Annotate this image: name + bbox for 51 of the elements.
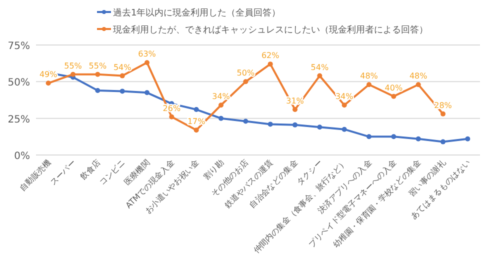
point: [243, 79, 248, 84]
point: [120, 73, 125, 78]
point: [194, 107, 199, 112]
point: [366, 82, 372, 88]
point: [218, 116, 224, 121]
point: [194, 128, 199, 133]
y-tick-label: 50%: [8, 78, 30, 89]
point: [95, 72, 100, 77]
point: [416, 82, 421, 88]
point: [268, 122, 273, 127]
data-label: 17%: [187, 117, 206, 126]
point: [391, 94, 396, 99]
point: [342, 126, 347, 132]
point: [144, 60, 150, 66]
x-tick-label: 飲食店: [78, 158, 102, 182]
legend-label: 過去1年以内に現金利用した（全員回答）: [113, 8, 281, 18]
point: [440, 139, 446, 144]
point: [120, 88, 125, 94]
data-label: 54%: [310, 62, 329, 72]
point: [391, 134, 396, 140]
point: [95, 88, 100, 93]
point: [317, 124, 322, 130]
point: [218, 102, 224, 108]
data-label: 48%: [360, 72, 378, 81]
point: [46, 80, 51, 86]
data-label: 54%: [113, 62, 132, 72]
data-label: 55%: [64, 61, 82, 70]
y-tick-label: 25%: [8, 114, 30, 126]
point: [342, 102, 347, 108]
legend-label: 現金利用したが、できればキャッシュレスにしたい（現金利用者による回答）: [113, 24, 428, 36]
data-label: 63%: [138, 50, 156, 59]
data-label: 62%: [261, 51, 280, 60]
point: [317, 73, 322, 78]
point: [366, 134, 372, 140]
point: [169, 114, 174, 120]
data-label: 55%: [88, 61, 107, 70]
point: [243, 118, 248, 124]
point: [292, 122, 298, 128]
data-label: 34%: [212, 92, 230, 102]
point: [144, 90, 150, 96]
y-tick-label: 75%: [8, 41, 30, 52]
data-label: 50%: [236, 68, 255, 78]
point: [292, 107, 298, 112]
point: [440, 111, 446, 116]
point: [70, 72, 76, 77]
point: [268, 62, 273, 67]
data-label: 40%: [384, 83, 403, 92]
point: [465, 136, 470, 142]
point: [416, 136, 421, 142]
x-tick-label: 割り勘: [202, 158, 226, 182]
data-label: 48%: [409, 72, 428, 81]
